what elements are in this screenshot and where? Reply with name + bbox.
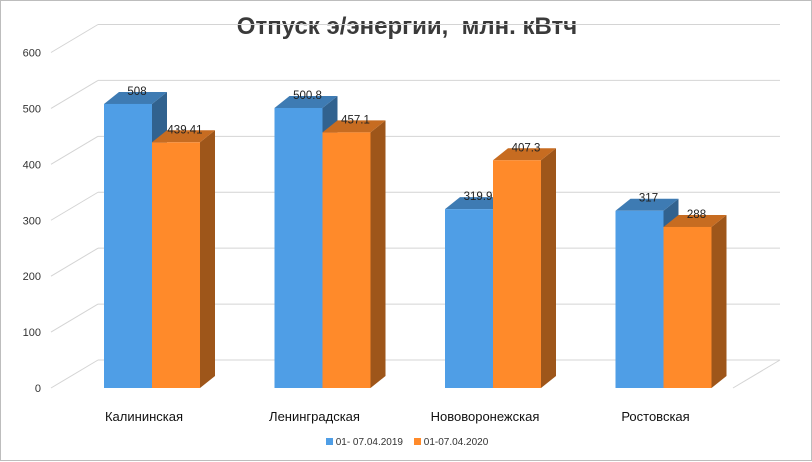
y-tick-label-300: 300: [23, 215, 41, 227]
gridline-side-600: [50, 24, 99, 53]
bar-side-0-1: [200, 130, 215, 388]
legend-label-2019: 01- 07.04.2019: [335, 437, 403, 448]
gridline-side-0: [50, 359, 99, 389]
data-label-3-1: 288: [687, 209, 706, 221]
x-tick-label-0: Калининская: [105, 409, 183, 424]
y-tick-label-100: 100: [23, 327, 41, 339]
bar-top-2-0: [445, 197, 508, 210]
y-tick-label-400: 400: [23, 159, 41, 171]
bar-2-1: [493, 160, 541, 388]
chart-legend: 01- 07.04.2019 01-07.04.2020: [1, 437, 812, 448]
legend-swatch-2020: [413, 438, 421, 445]
data-label-3-0: 317: [639, 193, 658, 205]
bar-top-0-1: [152, 130, 215, 143]
bar-side-2-1: [541, 148, 556, 388]
x-tick-label-1: Ленинградская: [269, 409, 360, 424]
data-label-0-0: 508: [127, 86, 146, 98]
data-label-2-0: 319.9: [464, 191, 493, 203]
bar-top-3-0: [615, 198, 679, 211]
y-tick-label-500: 500: [23, 103, 41, 115]
x-tick-label-2: Нововоронежская: [431, 409, 540, 424]
gridline-side-400: [50, 135, 99, 165]
y-tick-label-600: 600: [23, 48, 41, 60]
chart-title: Отпуск э/энергии, млн. кВтч: [236, 13, 578, 40]
bar-top-0-0: [104, 91, 167, 104]
bar-3-1: [663, 226, 712, 388]
gridline-side-100: [50, 303, 99, 333]
y-tick-label-200: 200: [23, 271, 41, 283]
bar-top-3-1: [663, 214, 727, 227]
data-label-1-0: 500.8: [293, 90, 322, 102]
legend-item-2020: 01-07.04.2020: [413, 437, 489, 448]
bar-top-1-0: [274, 95, 338, 108]
legend-label-2020: 01-07.04.2020: [423, 437, 489, 448]
gridline-side-500: [50, 79, 99, 109]
bar-1-1: [322, 132, 371, 388]
data-label-2-1: 407.3: [512, 142, 541, 154]
x-tick-label-3: Ростовская: [621, 409, 689, 424]
bar-3-0: [615, 210, 664, 388]
bar-top-1-1: [322, 120, 386, 133]
bar-1-0: [274, 107, 323, 388]
legend-swatch-2019: [325, 438, 333, 445]
bar-2-0: [445, 209, 493, 388]
bar-side-3-1: [711, 214, 727, 388]
gridline-side-300: [50, 191, 99, 221]
floor-edge: [732, 359, 781, 389]
bar-top-2-1: [493, 148, 556, 161]
bar-0-1: [152, 142, 200, 388]
data-label-0-1: 439.41: [167, 124, 202, 136]
bar-side-1-1: [370, 120, 386, 389]
data-label-1-1: 457.1: [341, 114, 370, 126]
bar-0-0: [104, 103, 152, 389]
gridline-side-200: [50, 247, 99, 277]
y-tick-label-0: 0: [35, 383, 41, 395]
legend-item-2019: 01- 07.04.2019: [325, 437, 403, 448]
